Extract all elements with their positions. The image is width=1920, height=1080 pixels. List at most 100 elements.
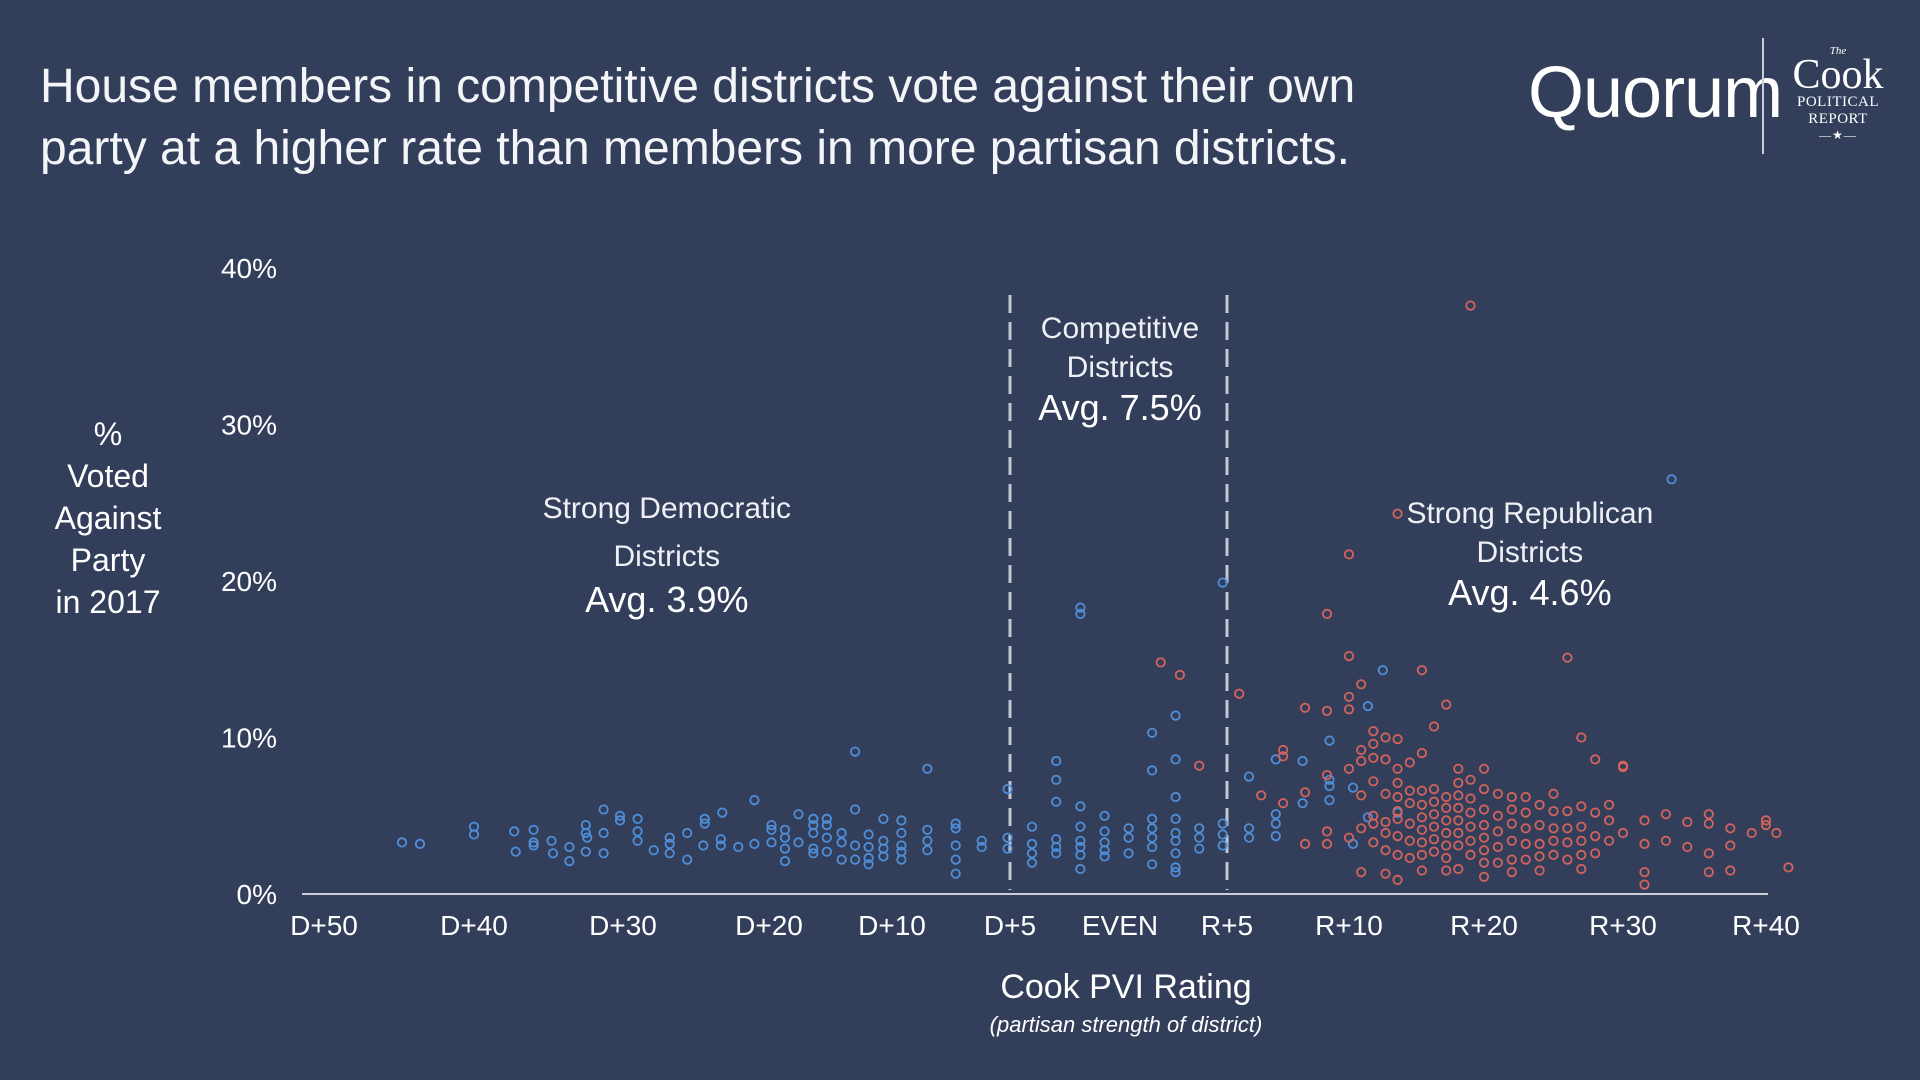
- point-democrats: [896, 827, 907, 839]
- point-democrats: [1075, 821, 1086, 832]
- point-republicans: [1416, 747, 1428, 759]
- point-democrats: [808, 843, 819, 854]
- x-tick-label: R+20: [1450, 910, 1518, 941]
- point-democrats: [1217, 818, 1228, 829]
- title-line-1: House members in competitive districts v…: [40, 60, 1356, 113]
- point-democrats: [749, 838, 760, 850]
- point-republicans: [1562, 805, 1573, 817]
- point-democrats: [699, 818, 710, 829]
- point-democrats: [614, 815, 626, 826]
- point-republicans: [1534, 851, 1545, 862]
- point-democrats: [766, 837, 777, 848]
- title-line-2: party at a higher rate than members in m…: [40, 122, 1350, 175]
- point-republicans: [1520, 791, 1531, 803]
- annotation-strong-democratic-label: Strong Democratic: [543, 492, 791, 525]
- annotation-strong-republican-label: Strong Republican: [1406, 497, 1653, 530]
- point-democrats: [1099, 826, 1110, 837]
- quorum-logo: Quorum: [1528, 53, 1783, 133]
- logo-divider: [1762, 38, 1764, 154]
- point-republicans: [1506, 835, 1517, 846]
- point-democrats: [1075, 602, 1086, 613]
- point-republicans: [1725, 840, 1736, 851]
- point-democrats: [1026, 848, 1038, 859]
- x-tick-label: R+5: [1201, 910, 1253, 941]
- point-democrats: [510, 846, 521, 857]
- point-democrats: [836, 827, 847, 839]
- point-democrats: [836, 854, 847, 865]
- y-tick-label: 10%: [221, 723, 277, 754]
- annotation-competitive-label: Competitive: [1041, 312, 1199, 345]
- point-republicans: [1534, 799, 1545, 810]
- point-democrats: [1123, 832, 1134, 843]
- point-republicans: [1404, 835, 1415, 846]
- point-republicans: [1380, 868, 1391, 879]
- point-republicans: [1703, 818, 1714, 829]
- point-democrats: [922, 763, 933, 774]
- point-republicans: [1441, 815, 1452, 826]
- point-democrats: [1270, 818, 1281, 829]
- point-democrats: [717, 807, 728, 818]
- point-democrats: [1347, 782, 1359, 793]
- point-republicans: [1576, 835, 1587, 846]
- point-republicans: [1576, 863, 1587, 875]
- point-democrats: [1270, 830, 1281, 842]
- point-republicans: [1368, 776, 1379, 787]
- annotation-strong-republican-label: Districts: [1477, 536, 1584, 569]
- point-republicans: [1725, 865, 1736, 876]
- point-democrats: [1026, 821, 1038, 832]
- point-republicans: [1321, 838, 1333, 850]
- point-democrats: [1324, 735, 1335, 746]
- point-democrats: [414, 838, 426, 850]
- point-republicans: [1478, 857, 1490, 868]
- point-republicans: [1465, 821, 1476, 832]
- point-republicans: [1453, 827, 1464, 839]
- point-republicans: [1639, 866, 1650, 878]
- point-republicans: [1343, 763, 1355, 774]
- point-democrats: [1243, 771, 1255, 782]
- point-republicans: [1356, 755, 1367, 767]
- point-democrats: [1147, 859, 1158, 870]
- point-democrats: [682, 854, 693, 865]
- point-republicans: [1321, 608, 1333, 620]
- point-democrats: [1666, 474, 1677, 485]
- point-democrats: [749, 794, 760, 806]
- point-democrats: [1217, 577, 1228, 588]
- point-republicans: [1453, 777, 1464, 789]
- point-democrats: [896, 854, 907, 865]
- point-republicans: [1465, 849, 1476, 861]
- point-republicans: [1520, 838, 1531, 850]
- point-republicans: [1343, 704, 1355, 715]
- point-republicans: [1343, 832, 1355, 843]
- point-democrats: [849, 804, 861, 815]
- point-democrats: [863, 859, 874, 870]
- point-democrats: [582, 832, 593, 843]
- point-republicans: [1534, 838, 1545, 850]
- point-democrats: [1075, 835, 1086, 846]
- point-republicans: [1278, 751, 1289, 762]
- point-republicans: [1492, 810, 1504, 821]
- point-republicans: [1441, 865, 1452, 876]
- annotation-competitive-label: Districts: [1067, 351, 1174, 384]
- point-republicans: [1194, 760, 1205, 771]
- point-republicans: [1576, 732, 1587, 743]
- point-democrats: [682, 827, 693, 839]
- point-republicans: [1380, 845, 1391, 856]
- point-republicans: [1416, 799, 1428, 810]
- point-republicans: [1506, 866, 1517, 878]
- point-republicans: [1548, 788, 1559, 799]
- point-republicans: [1416, 812, 1428, 823]
- point-republicans: [1478, 832, 1490, 843]
- point-republicans: [1562, 823, 1573, 834]
- chart-title: House members in competitive districts v…: [40, 56, 1440, 180]
- point-democrats: [1217, 840, 1228, 851]
- point-democrats: [821, 832, 832, 843]
- point-republicans: [1356, 790, 1367, 801]
- point-democrats: [1147, 813, 1158, 825]
- point-republicans: [1428, 846, 1440, 857]
- point-democrats: [821, 813, 832, 825]
- point-republicans: [1392, 813, 1403, 825]
- point-democrats: [950, 823, 961, 834]
- point-democrats: [766, 824, 777, 835]
- point-democrats: [509, 826, 520, 837]
- point-democrats: [1099, 810, 1110, 821]
